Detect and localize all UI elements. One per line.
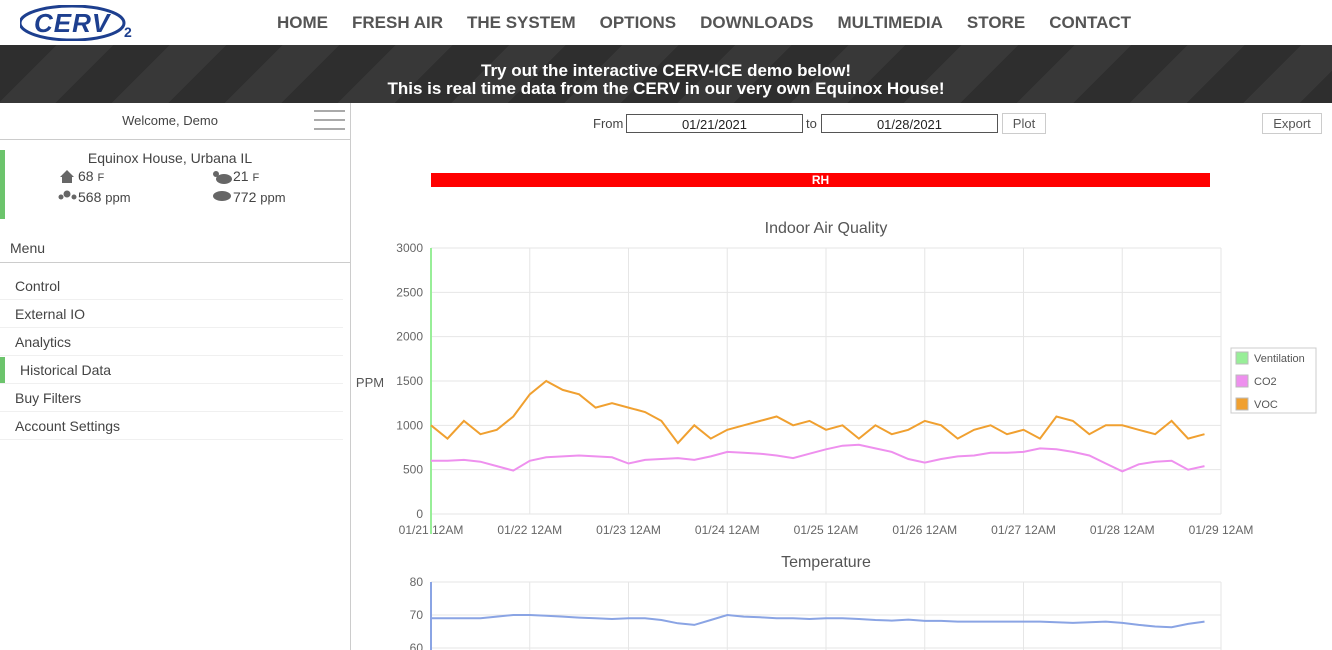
- outdoor-co2: 772 ppm: [233, 189, 286, 205]
- nav-link[interactable]: OPTIONS: [599, 13, 677, 32]
- station-location: Equinox House, Urbana IL: [87, 150, 253, 166]
- to-date[interactable]: 01/28/2021: [821, 114, 998, 133]
- divider: [0, 262, 350, 263]
- nav-link[interactable]: MULTIMEDIA: [837, 13, 943, 32]
- value: 568: [78, 189, 102, 205]
- indoor-co2: 568 ppm: [78, 189, 131, 205]
- export-button[interactable]: Export: [1262, 113, 1322, 134]
- legend-label: VOC: [1254, 399, 1278, 411]
- legend-box: [1230, 347, 1317, 414]
- hamburger-line: [314, 110, 345, 112]
- nav-link[interactable]: THE SYSTEM: [467, 13, 576, 32]
- unit: F: [252, 172, 260, 184]
- y-axis-label: PPM: [356, 375, 384, 390]
- outdoor-temp: 21 F: [233, 168, 259, 184]
- divider: [0, 139, 350, 140]
- y-tick-label: 0: [416, 507, 423, 521]
- menu-item[interactable]: Historical Data: [0, 356, 343, 384]
- value: 21: [233, 168, 249, 184]
- molecule-icon: [71, 194, 77, 200]
- logo-text: CERV: [34, 8, 112, 38]
- hamburger[interactable]: [314, 109, 346, 133]
- unit: ppm: [260, 190, 286, 205]
- y-tick-label: 80: [410, 575, 424, 589]
- welcome: Welcome, Demo: [122, 113, 218, 128]
- menu-item[interactable]: Buy Filters: [0, 384, 343, 412]
- legend-label: CO2: [1254, 376, 1277, 388]
- x-tick-label: 01/24 12AM: [695, 523, 760, 537]
- station-icons: [58, 170, 232, 201]
- nav-link[interactable]: CONTACT: [1049, 13, 1132, 32]
- logo-sub: 2: [124, 24, 132, 40]
- sun-icon: [213, 171, 219, 177]
- molecule-icon: [58, 194, 64, 200]
- series-line: [431, 443, 1205, 473]
- rh-toggle[interactable]: RH: [431, 173, 1210, 187]
- cloud-icon: [213, 191, 231, 201]
- nav-items: HOME FRESH AIR THE SYSTEM OPTIONS DOWNLOADS M…: [277, 13, 1131, 33]
- y-tick-label: 1500: [396, 374, 423, 388]
- banner-line: Try out the interactive CERV-ICE demo be…: [481, 61, 851, 80]
- unit: ppm: [105, 190, 131, 205]
- chart-title: Indoor Air Quality: [765, 220, 888, 237]
- hamburger-line: [314, 128, 345, 130]
- unit: F: [97, 172, 105, 184]
- sidebar: Welcome, Demo Equinox House, Urbana IL 6…: [0, 103, 351, 650]
- x-tick-label: 01/28 12AM: [1090, 523, 1155, 537]
- x-tick-label: 01/27 12AM: [991, 523, 1056, 537]
- y-tick-label: 60: [410, 641, 424, 650]
- logo[interactable]: CERV 2: [18, 4, 138, 42]
- top-nav: CERV 2 HOME FRESH AIR THE SYSTEM OPTIONS DOW…: [0, 0, 1332, 45]
- hamburger-line: [314, 119, 345, 121]
- x-tick-label: 01/25 12AM: [794, 523, 859, 537]
- menu-item[interactable]: Analytics: [0, 328, 343, 356]
- nav-link[interactable]: STORE: [966, 13, 1026, 32]
- series-line: [430, 379, 1205, 445]
- x-tick-label: 01/29 12AM: [1189, 523, 1254, 537]
- chart-title: Temperature: [781, 554, 871, 571]
- y-tick-label: 3000: [396, 241, 423, 255]
- station-accent: [0, 150, 5, 219]
- legend-label: Ventilation: [1254, 353, 1305, 365]
- legend-swatch: [1235, 397, 1249, 411]
- logo-ring: [18, 4, 126, 42]
- x-tick-label: 01/26 12AM: [892, 523, 957, 537]
- x-tick-label: 01/23 12AM: [596, 523, 661, 537]
- series-line: [431, 613, 1205, 629]
- logo-graphic: CERV 2: [18, 4, 132, 42]
- to-label: to: [806, 116, 817, 131]
- legend-swatch: [1235, 351, 1249, 365]
- menu-item[interactable]: External IO: [0, 300, 343, 328]
- y-tick-label: 500: [403, 463, 423, 477]
- y-tick-label: 1000: [396, 418, 423, 432]
- menu-item[interactable]: Control: [0, 272, 343, 300]
- y-tick-label: 2000: [396, 330, 423, 344]
- from-date[interactable]: 01/21/2021: [626, 114, 803, 133]
- from-label: From: [593, 116, 624, 131]
- cloud-icon: [216, 174, 232, 184]
- menu-title: Menu: [10, 240, 46, 256]
- molecule-icon: [63, 190, 71, 198]
- value: 772: [233, 189, 257, 205]
- value: 68: [78, 168, 94, 184]
- x-tick-label: 01/22 12AM: [497, 523, 562, 537]
- banner-line: This is real time data from the CERV in …: [387, 79, 945, 98]
- x-tick-label: 01/21 12AM: [399, 523, 464, 537]
- nav-link[interactable]: DOWNLOADS: [700, 13, 814, 32]
- banner: Try out the interactive CERV-ICE demo be…: [0, 45, 1332, 103]
- y-tick-label: 70: [410, 608, 424, 622]
- menu-item[interactable]: Account Settings: [0, 412, 343, 440]
- indoor-temp: 68 F: [78, 168, 104, 184]
- y-tick-label: 2500: [396, 285, 423, 299]
- legend-swatch: [1235, 374, 1249, 388]
- plot-button[interactable]: Plot: [1002, 113, 1046, 134]
- nav-link[interactable]: HOME: [277, 13, 328, 32]
- house-icon: [60, 170, 74, 183]
- nav-link[interactable]: FRESH AIR: [352, 13, 443, 32]
